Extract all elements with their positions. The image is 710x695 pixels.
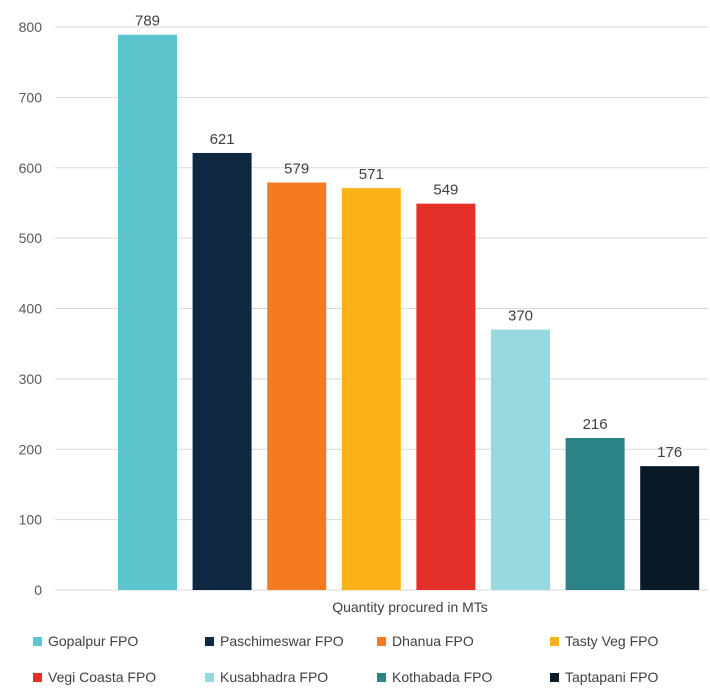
y-tick-label: 500 (19, 230, 43, 246)
y-axis-ticks: 0 100 200 300 400 500 600 700 800 (19, 19, 43, 598)
legend-item: Vegi Coasta FPO (33, 669, 156, 685)
y-tick-label: 600 (19, 160, 43, 176)
y-tick-label: 800 (19, 19, 43, 35)
legend-swatch (550, 637, 559, 646)
bar-taptapani-fpo (640, 466, 700, 590)
legend-item: Dhanua FPO (377, 633, 474, 649)
legend-swatch (550, 673, 559, 682)
data-label: 370 (508, 308, 533, 325)
legend-swatch (205, 637, 214, 646)
legend-label: Gopalpur FPO (48, 633, 138, 649)
legend-item: Gopalpur FPO (33, 633, 138, 649)
x-axis-title: Quantity procured in MTs (332, 599, 488, 615)
legend-label: Kusabhadra FPO (220, 669, 328, 685)
legend-item: Kothabada FPO (377, 669, 493, 685)
y-tick-label: 200 (19, 441, 43, 457)
legend-swatch (377, 673, 386, 682)
legend-item: Taptapani FPO (550, 669, 658, 685)
legend-swatch (205, 673, 214, 682)
legend-swatch (33, 673, 42, 682)
legend-item: Kusabhadra FPO (205, 669, 328, 685)
y-tick-label: 0 (34, 582, 42, 598)
bar-gopalpur-fpo (118, 34, 177, 590)
data-label: 621 (210, 131, 235, 148)
legend-label: Tasty Veg FPO (565, 633, 658, 649)
data-label: 571 (359, 166, 384, 183)
y-tick-label: 700 (19, 89, 43, 105)
legend-label: Paschimeswar FPO (220, 633, 344, 649)
y-tick-label: 300 (19, 371, 43, 387)
legend-label: Kothabada FPO (392, 669, 493, 685)
legend-swatch (377, 637, 386, 646)
legend: Gopalpur FPO Paschimeswar FPO Dhanua FPO Ta… (33, 633, 658, 685)
legend-label: Dhanua FPO (392, 633, 474, 649)
legend-item: Tasty Veg FPO (550, 633, 658, 649)
data-label: 176 (657, 444, 682, 461)
legend-label: Vegi Coasta FPO (48, 669, 156, 685)
legend-item: Paschimeswar FPO (205, 633, 344, 649)
data-labels: 789 621 579 571 549 370 216 176 (135, 13, 682, 461)
legend-label: Taptapani FPO (565, 669, 658, 685)
bar-kusabhadra-fpo (491, 329, 550, 590)
data-label: 789 (135, 13, 160, 30)
bar-vegi-coasta-fpo (416, 203, 476, 591)
data-label: 216 (583, 416, 608, 433)
bar-paschimeswar-fpo (192, 152, 252, 590)
y-tick-label: 400 (19, 301, 43, 317)
bar-tasty-veg-fpo (341, 188, 401, 590)
bar-dhanua-fpo (267, 182, 327, 590)
data-label: 549 (433, 182, 458, 199)
legend-swatch (33, 637, 42, 646)
bars (118, 34, 700, 591)
y-tick-label: 100 (19, 512, 43, 528)
data-label: 579 (284, 161, 309, 178)
bar-kothabada-fpo (565, 437, 625, 590)
